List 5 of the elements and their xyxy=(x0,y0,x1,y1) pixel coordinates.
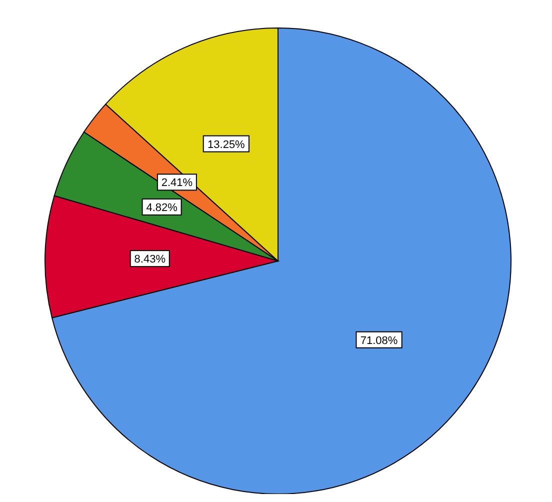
data-label: 71.08% xyxy=(360,334,398,347)
data-label: 4.82% xyxy=(146,202,178,214)
data-label: 2.41% xyxy=(161,177,193,190)
data-label: 8.43% xyxy=(134,254,166,266)
data-label: 13.25% xyxy=(208,138,246,151)
